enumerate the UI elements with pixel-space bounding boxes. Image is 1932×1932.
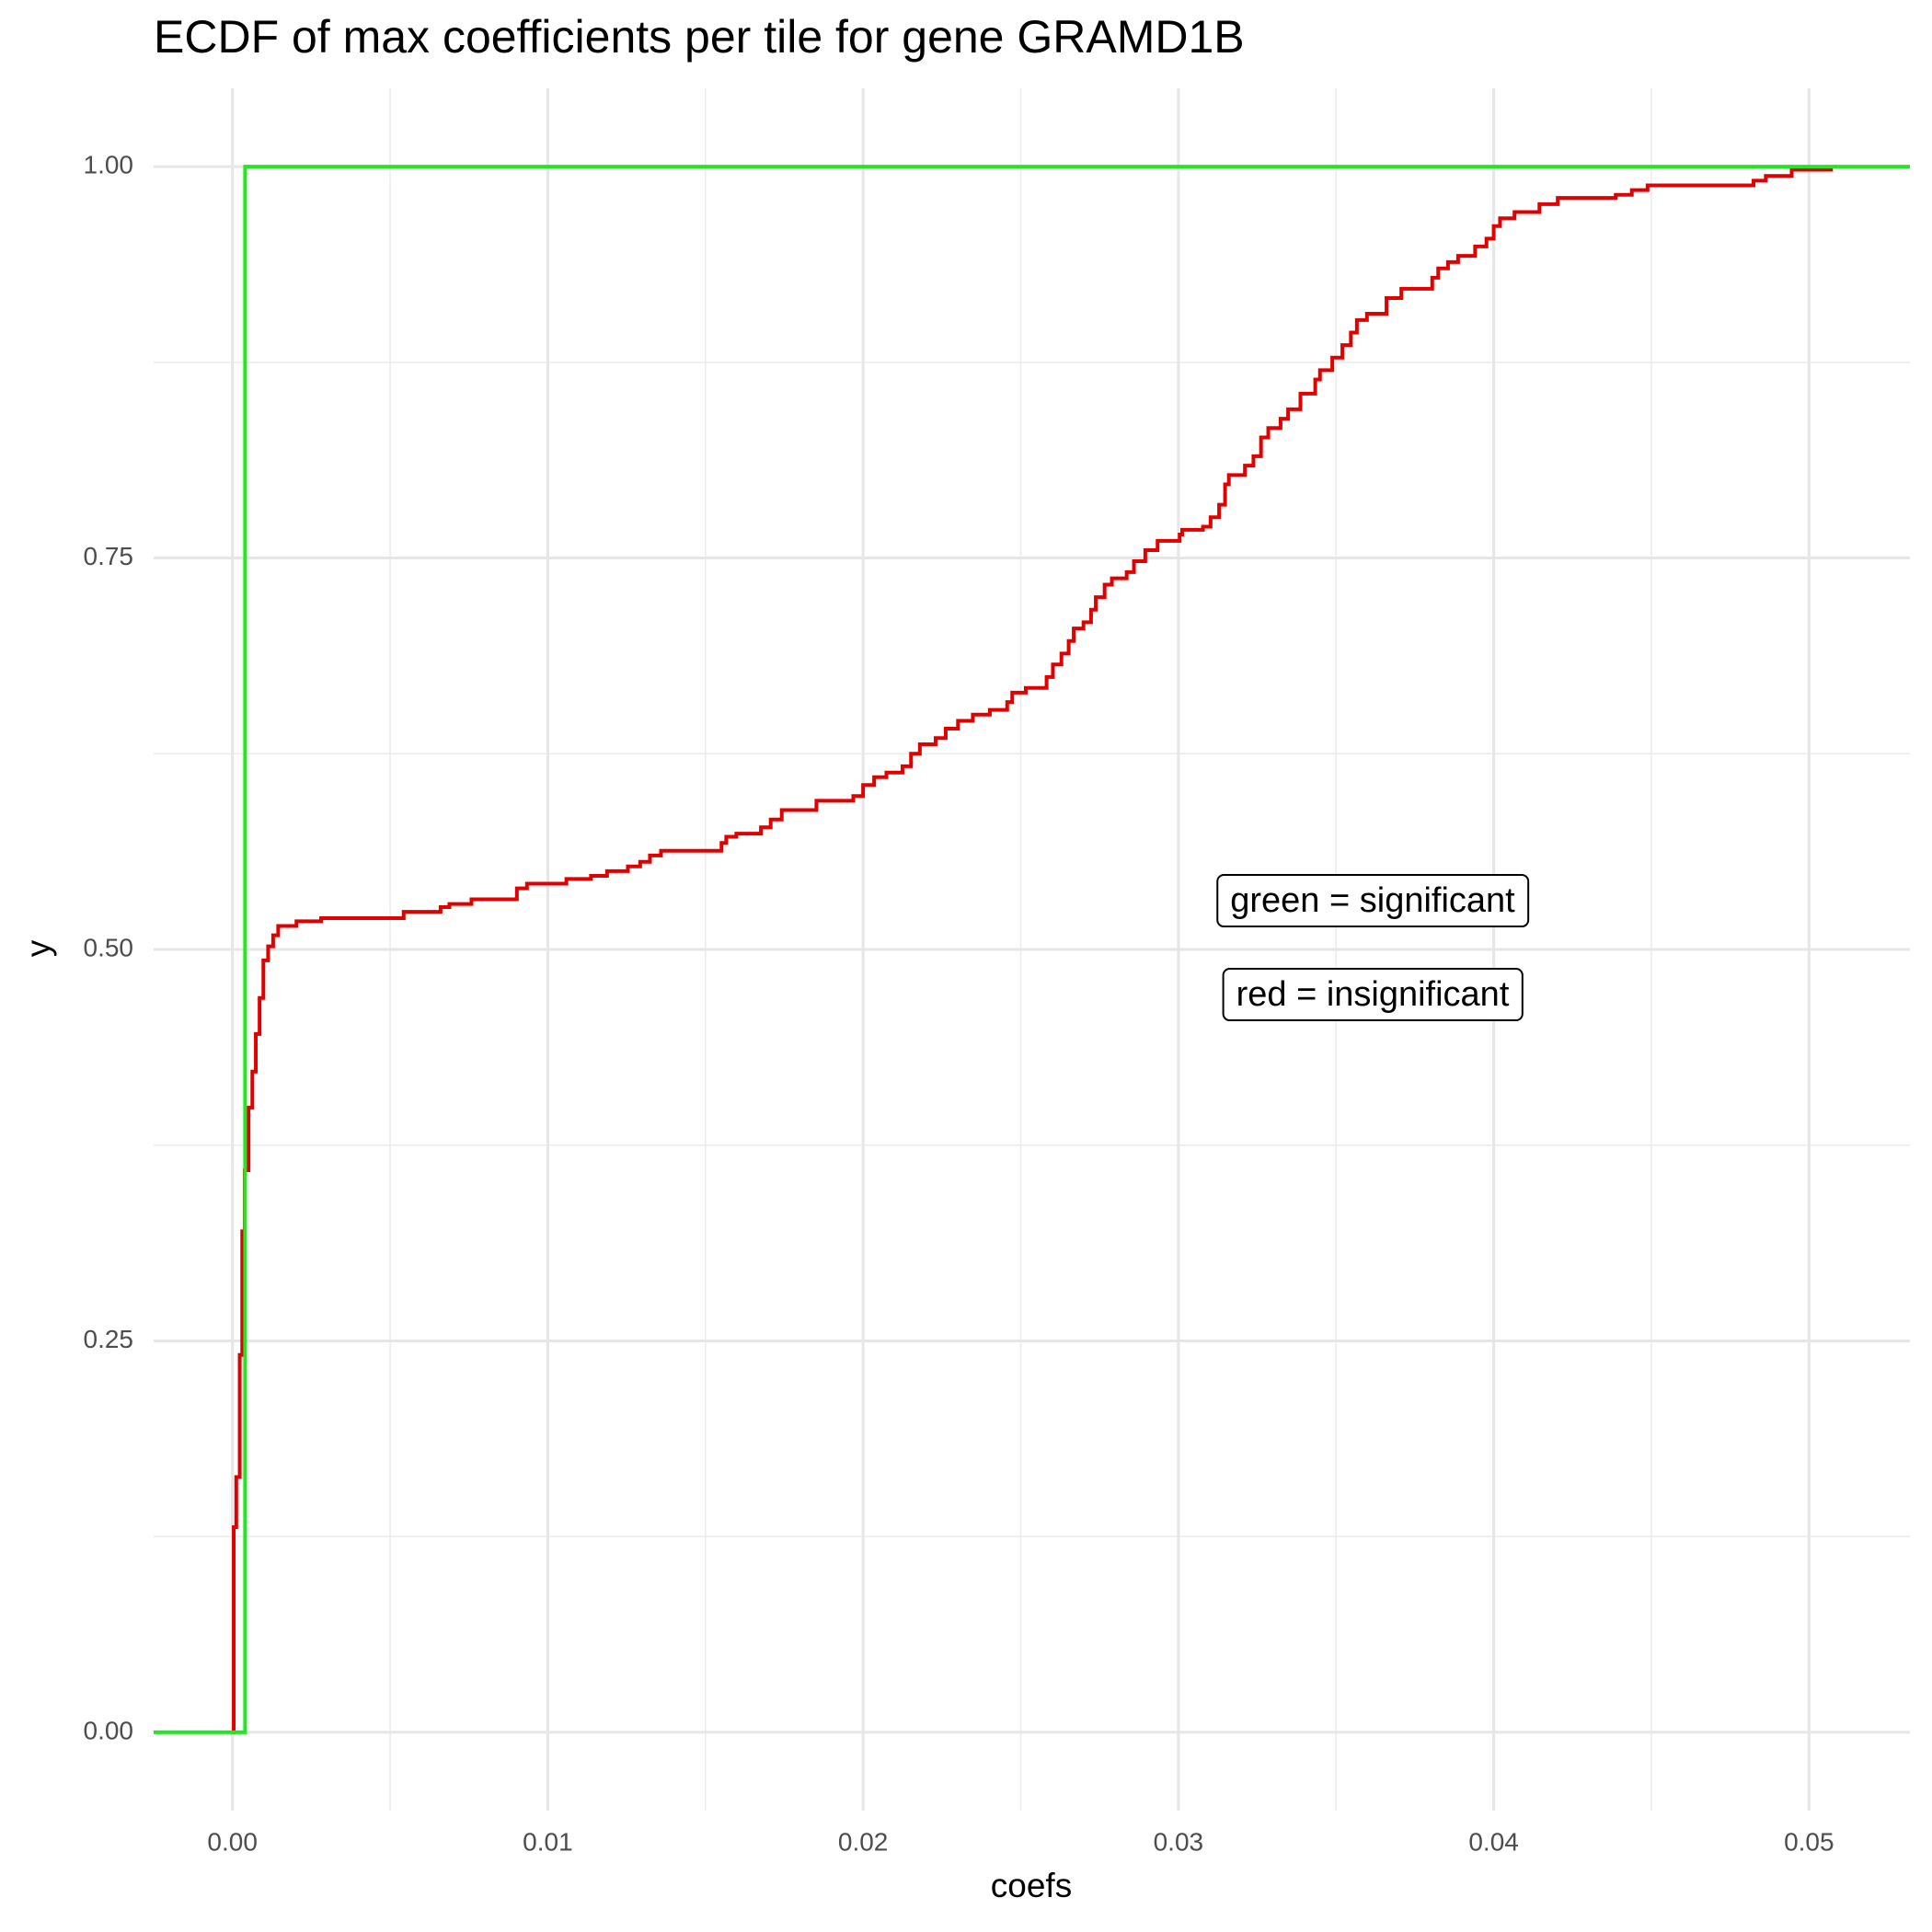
y-tick-label: 0.25 xyxy=(84,1325,134,1353)
annotation: red = insignificant xyxy=(1236,975,1510,1014)
x-axis-title: coefs xyxy=(991,1867,1072,1904)
x-tick-label: 0.00 xyxy=(207,1827,258,1856)
ecdf-line xyxy=(154,165,1910,1734)
y-tick-label: 0.75 xyxy=(84,542,134,570)
annotation: green = significant xyxy=(1230,881,1515,920)
y-tick-label: 0.50 xyxy=(84,933,134,961)
y-tick-label: 0.00 xyxy=(84,1716,134,1744)
x-tick-label: 0.02 xyxy=(838,1827,889,1856)
chart-title: ECDF of max coefficients per tile for ge… xyxy=(154,11,1245,63)
y-axis-title: y xyxy=(19,939,57,957)
x-tick-label: 0.03 xyxy=(1154,1827,1204,1856)
grid xyxy=(154,88,1910,1811)
annotation-box xyxy=(1222,968,1524,1022)
y-tick-label: 1.00 xyxy=(84,150,134,178)
x-tick-label: 0.05 xyxy=(1784,1827,1834,1856)
ecdf-line xyxy=(232,167,1834,1734)
x-tick-label: 0.01 xyxy=(523,1827,573,1856)
x-tick-label: 0.04 xyxy=(1468,1827,1519,1856)
annotation-box xyxy=(1216,874,1530,928)
